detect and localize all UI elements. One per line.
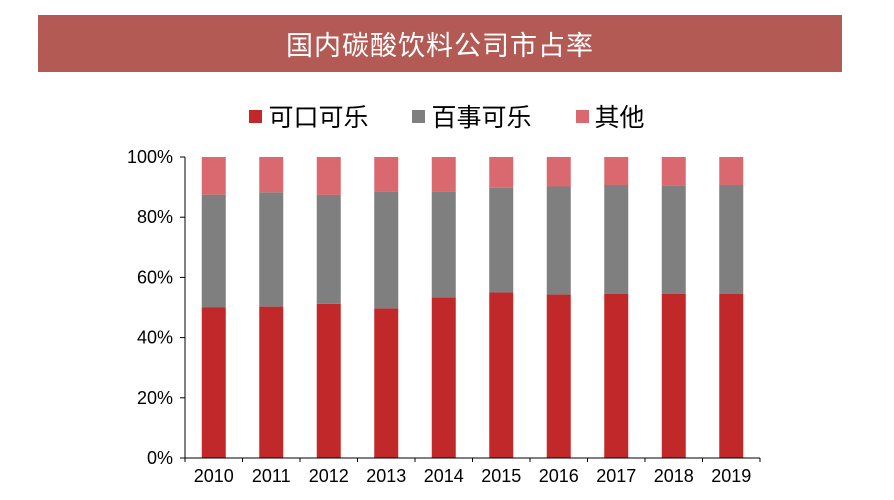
x-tick-label-2014: 2014 (424, 466, 464, 486)
y-tick-label-1: 20% (137, 388, 173, 408)
legend-swatch-pepsi (412, 109, 426, 123)
x-tick-label-2017: 2017 (596, 466, 636, 486)
x-tick-label-2010: 2010 (194, 466, 234, 486)
bar-2018-series-1 (661, 185, 686, 294)
bar-2014-series-2 (431, 157, 456, 192)
y-tick-label-4: 80% (137, 207, 173, 227)
bar-2013-series-0 (374, 308, 399, 458)
legend-swatch-other (575, 109, 589, 123)
bar-2011-series-0 (259, 306, 284, 458)
bar-2016-series-1 (546, 186, 571, 295)
bar-2012-series-2 (316, 157, 341, 195)
bar-2019-series-2 (719, 157, 744, 185)
legend: 可口可乐 百事可乐 其他 (0, 98, 894, 134)
bar-2014-series-1 (431, 191, 456, 298)
bar-2018-series-2 (661, 157, 686, 186)
bar-2017-series-0 (604, 293, 629, 458)
bar-2010-series-1 (201, 194, 226, 308)
bar-2018-series-0 (661, 293, 686, 458)
x-tick-label-2013: 2013 (366, 466, 406, 486)
bar-2017-series-1 (604, 184, 629, 294)
bar-2015-series-0 (489, 292, 514, 458)
title-banner: 国内碳酸饮料公司市占率 (38, 15, 842, 72)
bar-2011-series-1 (259, 192, 284, 307)
bar-2013-series-1 (374, 191, 399, 309)
x-tick-label-2011: 2011 (252, 466, 291, 486)
legend-label-coca-cola: 可口可乐 (268, 103, 369, 132)
x-tick-label-2016: 2016 (539, 466, 579, 486)
x-tick-label-2018: 2018 (654, 466, 694, 486)
legend-item-other: 其他 (575, 98, 645, 134)
bar-2012-series-0 (316, 303, 341, 458)
bar-2013-series-2 (374, 157, 399, 192)
y-tick-label-2: 40% (137, 328, 173, 348)
x-tick-label-2015: 2015 (481, 466, 521, 486)
legend-label-pepsi: 百事可乐 (431, 103, 532, 132)
bar-2016-series-0 (546, 294, 571, 458)
bar-2016-series-2 (546, 157, 571, 187)
bar-2010-series-0 (201, 307, 226, 458)
legend-item-pepsi: 百事可乐 (412, 98, 532, 134)
legend-item-coca-cola: 可口可乐 (249, 98, 368, 134)
bar-2019-series-0 (719, 293, 744, 458)
x-tick-label-2019: 2019 (711, 466, 751, 486)
bar-2019-series-1 (719, 184, 744, 294)
y-tick-label-0: 0% (147, 448, 173, 468)
bar-2011-series-2 (259, 157, 284, 193)
bar-2015-series-1 (489, 187, 514, 293)
bar-2017-series-2 (604, 157, 629, 185)
bar-2010-series-2 (201, 157, 226, 195)
legend-swatch-coca-cola (249, 109, 263, 123)
legend-label-other: 其他 (594, 103, 645, 132)
bar-2015-series-2 (489, 157, 514, 188)
y-tick-label-3: 60% (137, 267, 173, 287)
x-tick-label-2012: 2012 (309, 466, 349, 486)
bar-2014-series-0 (431, 297, 456, 458)
bar-2012-series-1 (316, 194, 341, 304)
y-tick-label-5: 100% (127, 147, 173, 167)
chart-title: 国内碳酸饮料公司市占率 (286, 31, 594, 62)
